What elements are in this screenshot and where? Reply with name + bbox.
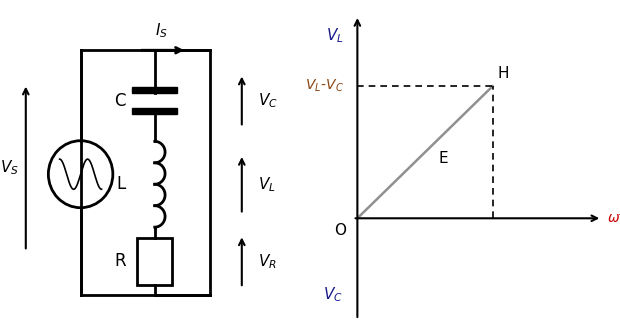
Text: I$_S$: I$_S$: [154, 21, 168, 40]
Text: V$_R$: V$_R$: [258, 252, 277, 271]
Bar: [132, 108, 177, 114]
Text: H: H: [497, 66, 509, 81]
Text: L: L: [117, 175, 126, 193]
Text: V$_S$: V$_S$: [0, 158, 19, 177]
Bar: [137, 238, 172, 285]
Text: V$_L$: V$_L$: [258, 175, 276, 194]
Text: V$_L$: V$_L$: [326, 26, 343, 45]
Text: O: O: [334, 223, 346, 239]
Text: $\omega$t: $\omega$t: [607, 211, 620, 225]
Bar: [132, 87, 177, 93]
Text: R: R: [114, 252, 126, 270]
Text: V$_C$: V$_C$: [258, 91, 278, 110]
Text: C: C: [114, 91, 126, 110]
Text: E: E: [439, 151, 448, 166]
Text: V$_L$-V$_C$: V$_L$-V$_C$: [304, 78, 343, 94]
Text: V$_C$: V$_C$: [324, 285, 343, 304]
